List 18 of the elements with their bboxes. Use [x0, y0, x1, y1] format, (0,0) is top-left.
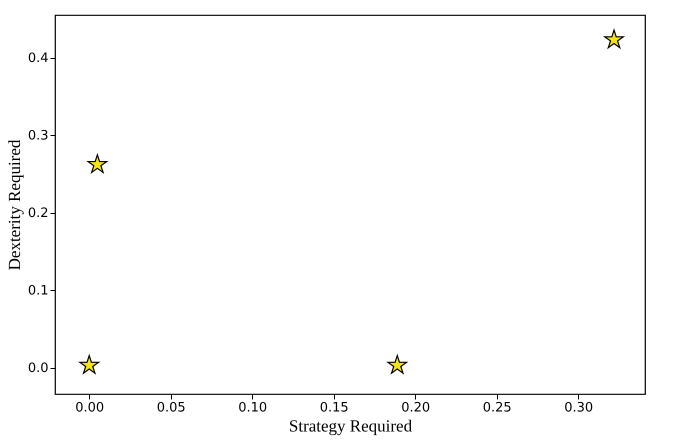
point: [79, 354, 100, 374]
point: [604, 29, 624, 48]
x-axis-title: Strategy Required: [288, 416, 413, 436]
y-tick-label: 0.2: [28, 206, 48, 222]
y-tick-label: 0.3: [28, 128, 48, 144]
x-tick-label: 0.30: [564, 400, 594, 416]
point: [387, 354, 408, 374]
y-tick-label: 0.4: [28, 51, 48, 66]
x-tick-label: 0.00: [75, 400, 104, 416]
x-tick-label: 0.10: [238, 400, 268, 416]
point: [88, 154, 108, 174]
x-tick-label: 0.05: [156, 400, 186, 416]
y-axis-title: Dexterity Required: [4, 139, 24, 270]
y-tick-label: 0.0: [28, 361, 48, 376]
x-tick-label: 0.15: [320, 400, 349, 416]
y-tick-label: 0.1: [28, 284, 48, 299]
x-tick-label: 0.25: [482, 400, 512, 416]
x-tick-label: 0.20: [401, 400, 430, 416]
